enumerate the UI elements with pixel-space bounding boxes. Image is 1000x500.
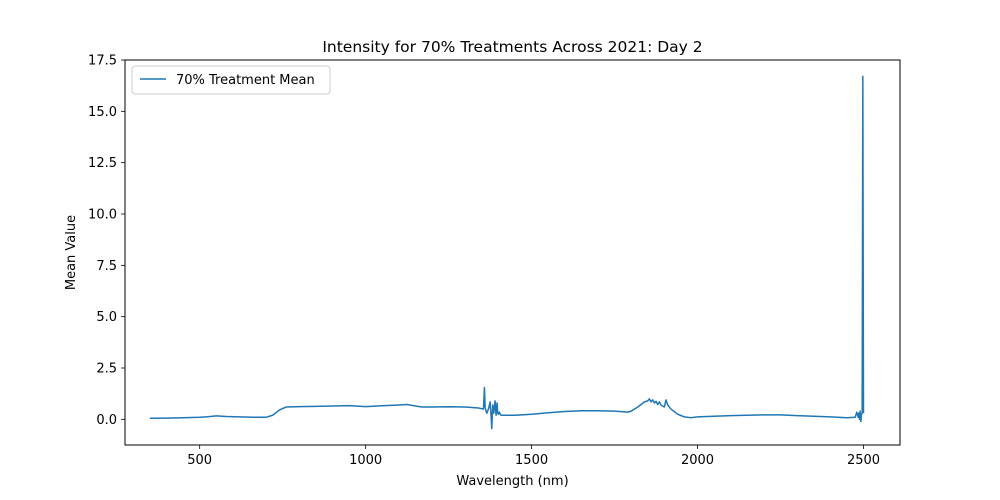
- plot-area: [149, 75, 865, 430]
- y-tick-label: 2.5: [96, 362, 117, 377]
- y-tick-label: 10.0: [88, 208, 117, 223]
- x-tick-label: 2500: [847, 453, 880, 468]
- y-axis-label: Mean Value: [64, 215, 79, 290]
- chart-title: Intensity for 70% Treatments Across 2021…: [322, 38, 702, 56]
- y-tick-label: 12.5: [88, 156, 117, 171]
- x-axis-label: Wavelength (nm): [456, 474, 568, 489]
- y-tick-label: 17.5: [88, 54, 117, 69]
- series-line: [149, 75, 865, 430]
- y-tick-label: 0.0: [96, 413, 117, 428]
- y-tick-label: 5.0: [96, 310, 117, 325]
- x-tick-label: 1000: [349, 453, 382, 468]
- y-tick-label: 7.5: [96, 259, 117, 274]
- x-tick-label: 500: [187, 453, 212, 468]
- legend-box: [131, 65, 331, 95]
- x-tick-label: 2000: [681, 453, 714, 468]
- legend: 70% Treatment Mean: [131, 65, 331, 95]
- y-axis: 0.0 2.5 5.0 7.5 10.0 12.5 15.0 17.5: [88, 54, 125, 428]
- x-tick-label: 1500: [515, 453, 548, 468]
- legend-label: 70% Treatment Mean: [176, 73, 315, 88]
- y-tick-label: 15.0: [88, 105, 117, 120]
- plot-frame: [124, 59, 901, 446]
- x-axis: 500 1000 1500 2000 2500: [187, 445, 880, 468]
